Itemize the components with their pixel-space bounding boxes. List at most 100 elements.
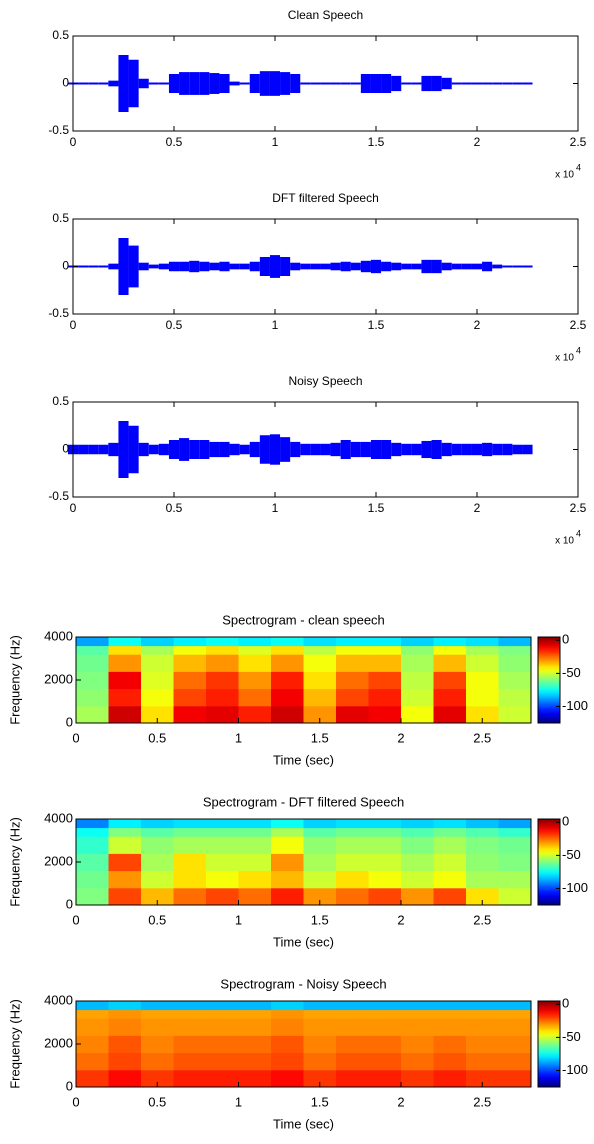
- waveform-segment: [148, 444, 159, 455]
- spectrogram-cell: [76, 671, 109, 690]
- waveform-segment: [168, 440, 180, 459]
- spectrogram-cell: [336, 853, 369, 872]
- spectrogram-cell: [141, 827, 174, 837]
- spectrogram-cell: [498, 637, 532, 647]
- spectrogram-cell: [498, 1009, 532, 1019]
- waveform-segment: [158, 82, 169, 85]
- spectrogram-cell: [498, 1052, 532, 1071]
- waveform-segment: [451, 82, 462, 85]
- spectrogram-cell: [336, 1018, 369, 1036]
- x-tick-label: 2.5: [570, 135, 587, 149]
- waveform-segment: [492, 264, 503, 269]
- spectrogram-cell: [173, 1001, 207, 1011]
- spectrogram-cell: [401, 671, 434, 690]
- waveform-segment: [189, 440, 200, 459]
- spectrogram-cell: [108, 1069, 142, 1088]
- waveform-segment: [219, 441, 230, 458]
- spectrogram-cell: [466, 870, 499, 889]
- spectrogram-cell: [401, 637, 434, 647]
- spectrogram-cell: [271, 853, 304, 872]
- spectrogram-cell: [271, 836, 304, 854]
- spectrogram-cell: [336, 1035, 369, 1054]
- spectrogram-cell: [141, 1069, 174, 1088]
- waveform-segment: [340, 82, 351, 85]
- spectrogram-cell: [271, 1009, 304, 1019]
- y-tick-label: 2000: [44, 853, 73, 868]
- waveform-segment: [401, 263, 412, 270]
- spectrogram-cell: [433, 870, 467, 889]
- waveform-segment: [431, 259, 442, 274]
- spectrogram-cell: [336, 1052, 369, 1071]
- spectrogram-cell: [141, 887, 174, 906]
- spectrogram-cell: [368, 1009, 402, 1019]
- spectrogram-cell: [336, 1069, 369, 1088]
- waveform-segment: [290, 262, 301, 271]
- colorbar-tick-label: 0: [562, 814, 569, 829]
- waveform-segment: [300, 443, 311, 456]
- spectrogram-cell: [76, 705, 109, 724]
- waveform-segment: [330, 82, 341, 85]
- waveform-segment: [411, 443, 422, 456]
- spectrogram-cell: [206, 671, 239, 690]
- waveform-segment: [128, 425, 139, 474]
- waveform-segment: [209, 441, 220, 458]
- waveform-segment: [88, 265, 99, 268]
- x-tick-label: 0.5: [166, 135, 183, 149]
- x-multiplier: x 10: [555, 353, 574, 364]
- spectrogram-cell: [76, 645, 109, 655]
- spectrogram-cell: [238, 1009, 272, 1019]
- spectrogram-cell: [271, 870, 304, 889]
- spectrogram-cell: [238, 705, 272, 724]
- waveform-segment: [441, 262, 452, 271]
- x-multiplier: x 10: [555, 536, 574, 547]
- spectrogram-cell: [76, 1035, 109, 1054]
- spectrogram-cell: [206, 870, 239, 889]
- waveform-segment: [280, 72, 291, 95]
- spectrogram-cell: [498, 645, 532, 655]
- spectrogram-cell: [206, 887, 239, 906]
- spectrogram-cell: [466, 654, 499, 672]
- spectrogram-cell: [498, 836, 532, 854]
- waveform-segment: [461, 443, 472, 456]
- waveform-segment: [310, 82, 321, 85]
- x-tick-label: 0: [70, 135, 77, 149]
- x-tick-label: 2: [397, 912, 404, 927]
- waveform-segment: [78, 265, 89, 268]
- waveform-segment: [451, 443, 462, 456]
- spectrogram-cell: [238, 836, 272, 854]
- spectrogram-cell: [76, 887, 109, 906]
- waveform-segment: [441, 442, 452, 457]
- waveform-segment: [461, 263, 472, 270]
- waveform-segment: [179, 438, 190, 461]
- waveform-segment: [340, 440, 351, 459]
- waveform-segment: [350, 441, 361, 458]
- spectrogram-cell: [206, 688, 239, 707]
- spectrogram-cell: [206, 1001, 239, 1011]
- spectrogram-cell: [141, 819, 174, 829]
- spectrogram-cell: [173, 819, 207, 829]
- spectrogram-cell: [173, 654, 207, 672]
- spectrogram-cell: [368, 671, 402, 690]
- spectrogram-cell: [76, 688, 109, 707]
- x-tick-label: 0: [70, 501, 77, 515]
- y-axis-label: Frequency (Hz): [7, 999, 22, 1089]
- x-tick-label: 2: [474, 501, 481, 515]
- waveform-segment: [158, 263, 169, 270]
- colorbar: [537, 1000, 561, 1088]
- waveform-segment: [370, 440, 382, 459]
- waveform-segment: [269, 255, 281, 278]
- spectrogram-cell: [433, 671, 467, 690]
- waveform-segment: [108, 80, 119, 87]
- spectrogram-cell: [368, 836, 402, 854]
- spectrogram-cell: [271, 671, 304, 690]
- waveform-segment: [461, 82, 472, 85]
- spectrogram-cell: [141, 836, 174, 854]
- spectrogram-cell: [368, 1001, 402, 1011]
- x-tick-label: 2: [397, 1094, 404, 1109]
- waveform-segment: [320, 443, 331, 456]
- spectrogram-cell: [303, 827, 337, 837]
- waveform-segment: [118, 421, 129, 478]
- spectrogram-cell: [173, 705, 207, 724]
- spectrogram-cell: [108, 819, 142, 829]
